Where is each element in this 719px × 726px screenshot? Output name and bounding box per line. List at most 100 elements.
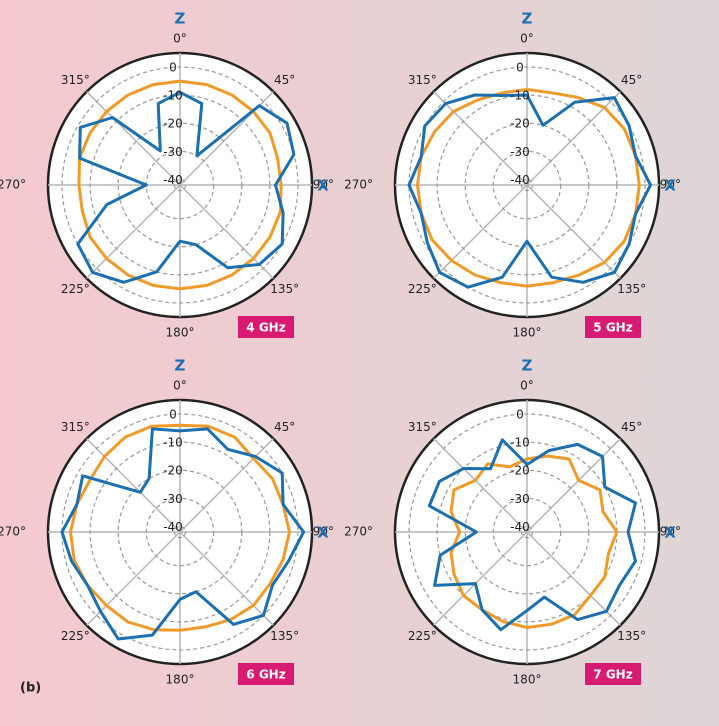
grid-circle — [117, 469, 243, 595]
z-axis-label: Z — [175, 10, 186, 28]
angle-label: 270° — [344, 525, 373, 539]
angle-label: 90° — [313, 525, 334, 539]
angle-label: 135° — [270, 282, 299, 296]
r-tick-label: -40 — [510, 173, 530, 187]
freq-label: 4 GHz — [246, 321, 285, 335]
grid-circle — [145, 497, 215, 567]
spoke — [526, 438, 621, 533]
z-axis-label: Z — [175, 357, 186, 375]
r-tick-label: -20 — [163, 117, 183, 131]
spoke — [179, 184, 274, 279]
x-axis-label: X — [317, 524, 329, 542]
freq-badge — [585, 316, 641, 338]
r-tick-label: -20 — [163, 464, 183, 478]
x-axis-label: X — [664, 177, 676, 195]
angle-label: 45° — [274, 73, 295, 87]
angle-label: 225° — [408, 282, 437, 296]
angle-label: 45° — [621, 73, 642, 87]
angle-label: 270° — [0, 178, 26, 192]
freq-label: 5 GHz — [593, 321, 632, 335]
grid-circle — [61, 66, 299, 304]
r-tick-label: 0 — [516, 61, 524, 75]
freq-badge — [238, 316, 294, 338]
r-tick-label: -30 — [510, 145, 530, 159]
grid-circle — [492, 150, 562, 220]
spoke — [86, 438, 181, 533]
grid-circle — [408, 413, 646, 651]
angle-label: 0° — [173, 379, 187, 393]
grid-circle — [492, 497, 562, 567]
angle-label: 0° — [173, 32, 187, 46]
r-tick-label: -10 — [163, 436, 183, 450]
spoke — [179, 531, 274, 626]
angle-label: 180° — [513, 326, 542, 340]
angle-label: 135° — [270, 629, 299, 643]
pattern-line — [416, 88, 641, 288]
pattern-line — [76, 90, 296, 284]
r-tick-label: -30 — [163, 145, 183, 159]
figure-label: (b) — [20, 681, 41, 696]
freq-badge — [585, 663, 641, 685]
grid-circle — [89, 94, 271, 276]
spoke — [433, 184, 528, 279]
r-tick-label: -30 — [163, 492, 183, 506]
pattern-line — [60, 427, 306, 641]
spoke — [86, 91, 181, 186]
r-tick-label: -40 — [163, 520, 183, 534]
angle-label: 0° — [520, 379, 534, 393]
angle-label: 270° — [0, 525, 26, 539]
angle-label: 90° — [313, 178, 334, 192]
pattern-line — [449, 454, 619, 629]
angle-label: 0° — [520, 32, 534, 46]
pattern-line — [407, 93, 653, 289]
angle-label: 90° — [660, 525, 681, 539]
angle-label: 180° — [513, 673, 542, 687]
spoke — [433, 91, 528, 186]
z-axis-label: Z — [522, 357, 533, 375]
grid-circle — [464, 122, 590, 248]
freq-label: 6 GHz — [246, 668, 285, 682]
angle-label: 180° — [166, 326, 195, 340]
grid-circle — [117, 122, 243, 248]
x-axis-label: X — [317, 177, 329, 195]
r-tick-label: -10 — [163, 89, 183, 103]
angle-label: 315° — [408, 73, 437, 87]
r-tick-label: -20 — [510, 117, 530, 131]
spoke — [526, 531, 621, 626]
angle-label: 45° — [274, 420, 295, 434]
grid-circle — [520, 525, 534, 539]
grid-circle — [520, 178, 534, 192]
spoke — [86, 184, 181, 279]
grid-circle — [89, 441, 271, 623]
spoke — [433, 531, 528, 626]
r-tick-label: -10 — [510, 89, 530, 103]
angle-label: 225° — [408, 629, 437, 643]
z-axis-label: Z — [522, 10, 533, 28]
r-tick-label: 0 — [169, 408, 177, 422]
angle-label: 315° — [61, 420, 90, 434]
freq-badge — [238, 663, 294, 685]
r-tick-label: 0 — [169, 61, 177, 75]
pattern-line — [69, 423, 291, 632]
pattern-line — [427, 438, 637, 632]
angle-label: 225° — [61, 282, 90, 296]
spoke — [179, 438, 274, 533]
angle-label: 315° — [61, 73, 90, 87]
angle-label: 315° — [408, 420, 437, 434]
grid-circle — [61, 413, 299, 651]
angle-label: 135° — [617, 629, 646, 643]
angle-label: 225° — [61, 629, 90, 643]
grid-circle — [464, 469, 590, 595]
r-tick-label: -20 — [510, 464, 530, 478]
spoke — [86, 531, 181, 626]
freq-label: 7 GHz — [593, 668, 632, 682]
angle-label: 270° — [344, 178, 373, 192]
spoke — [433, 438, 528, 533]
pattern-line — [77, 79, 283, 291]
grid-circle — [173, 525, 187, 539]
angle-label: 180° — [166, 673, 195, 687]
angle-label: 135° — [617, 282, 646, 296]
r-tick-label: -30 — [510, 492, 530, 506]
r-tick-label: -10 — [510, 436, 530, 450]
